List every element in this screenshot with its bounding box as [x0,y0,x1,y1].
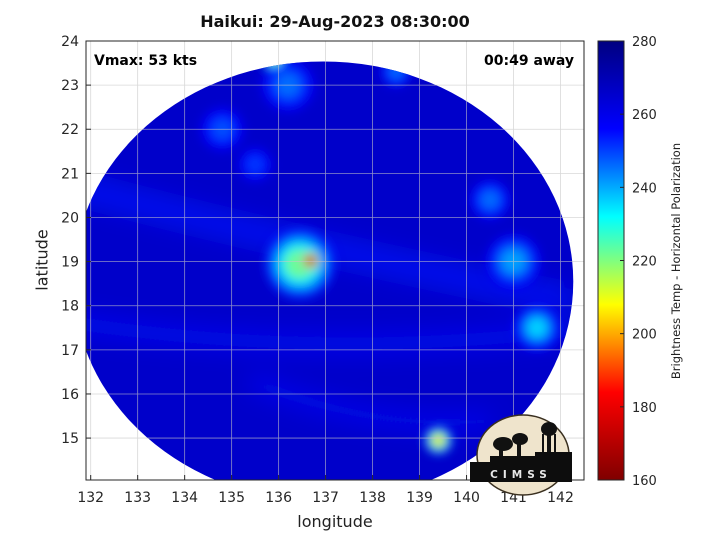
y-tick-label: 18 [61,299,79,315]
y-tick-label: 23 [61,78,79,94]
time-away-label: 00:49 away [484,53,574,69]
cimss-logo: CIMSS [470,414,572,496]
y-tick-label: 15 [61,431,79,447]
chart-title: Haikui: 29-Aug-2023 08:30:00 [200,12,470,31]
convection-cell [468,178,512,221]
colorbar-tick-label: 260 [632,108,657,123]
logo-text: CIMSS [490,469,552,481]
colorbar-ticks: 160 180 200 220 240 260 280 [620,35,657,489]
x-tick-label: 134 [171,490,198,506]
y-tick-label: 22 [61,122,79,138]
axis-ticks: 132 133 134 135 136 137 138 139 140 141 1421516171… [61,34,574,506]
y-tick-label: 20 [61,210,79,226]
colorbar-tick-label: 160 [632,474,657,489]
y-axis-label: latitude [32,229,52,291]
colorbar-tick-label: 200 [632,328,657,343]
y-tick-label: 24 [61,34,79,50]
colorbar [597,40,625,481]
y-tick-label: 21 [61,166,79,182]
y-tick-label: 19 [61,255,79,271]
x-tick-label: 142 [547,490,574,506]
x-tick-label: 138 [359,490,386,506]
vmax-label: Vmax: 53 kts [94,53,198,69]
x-tick-label: 137 [312,490,339,506]
map-heatmap [86,61,574,480]
axes-box [85,40,585,481]
water-tower-icon [541,422,557,456]
convection-cell [513,304,561,352]
convection-cell [264,228,335,300]
convection-cell [300,250,321,272]
colorbar-tick-label: 280 [632,35,657,50]
logo-building [470,452,572,482]
y-tick-label: 17 [61,343,79,359]
y-tick-label: 16 [61,387,79,403]
colorbar-tick-label: 240 [632,181,657,196]
colorbar-tick-label: 220 [632,255,657,270]
convection-cell [236,145,274,184]
x-tick-label: 135 [218,490,245,506]
satellite-dish-icon [493,433,528,460]
x-tick-label: 132 [77,490,104,506]
x-tick-label: 133 [124,490,151,506]
x-axis-label: longitude [297,512,373,531]
colorbar-tick-label: 180 [632,401,657,416]
x-tick-label: 139 [406,490,433,506]
x-tick-label: 140 [453,490,480,506]
colorbar-label: Brightness Temp - Horizontal Polarizatio… [669,142,683,380]
x-tick-label: 136 [265,490,292,506]
convection-cell [424,426,453,455]
